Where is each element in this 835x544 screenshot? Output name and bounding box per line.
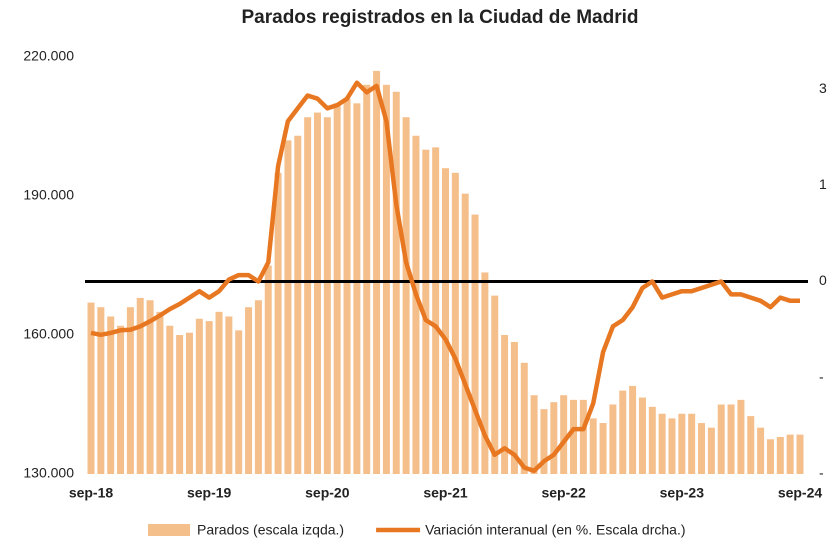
bar	[126, 307, 134, 474]
legend-swatch	[148, 524, 190, 536]
bar	[333, 103, 341, 474]
x-tick-label: sep-20	[305, 485, 350, 501]
bar	[87, 302, 95, 474]
bar	[215, 311, 223, 474]
bar	[678, 413, 686, 474]
bar	[570, 399, 578, 474]
bar	[176, 335, 184, 474]
bar	[589, 418, 597, 474]
bar	[629, 385, 637, 474]
bar	[97, 307, 105, 474]
bar	[264, 265, 272, 474]
bar	[727, 404, 735, 474]
bar	[520, 362, 528, 474]
y2-tick-label: 3	[819, 80, 827, 96]
bar	[313, 112, 321, 474]
bar	[786, 434, 794, 474]
bar	[373, 70, 381, 475]
chart-title: Parados registrados en la Ciudad de Madr…	[242, 7, 639, 28]
bar	[766, 439, 774, 474]
bar	[481, 272, 489, 474]
bar	[156, 311, 164, 474]
bar	[461, 193, 469, 474]
bar	[688, 413, 696, 474]
bar	[284, 140, 292, 474]
bar	[550, 402, 558, 474]
bar	[294, 135, 302, 474]
x-tick-label: sep-22	[541, 485, 586, 501]
bar	[491, 295, 499, 474]
bar	[707, 427, 715, 474]
bar	[619, 390, 627, 474]
bar	[442, 168, 449, 474]
bar	[235, 330, 243, 474]
bar	[422, 149, 430, 474]
bar	[412, 135, 420, 474]
bar	[136, 297, 144, 474]
bar	[254, 300, 262, 474]
bar	[353, 103, 361, 474]
x-tick-label: sep-19	[187, 485, 232, 501]
bar	[668, 418, 676, 474]
bar	[245, 307, 253, 474]
legend-label: Variación interanual (en %. Escala drcha…	[425, 522, 685, 538]
line	[90, 80, 800, 474]
bar	[510, 341, 518, 474]
bar	[402, 117, 410, 474]
x-tick-label: sep-21	[423, 485, 468, 501]
bar	[146, 300, 154, 474]
bar	[205, 321, 213, 474]
bar	[363, 84, 371, 475]
bar	[609, 404, 617, 474]
bar	[658, 413, 666, 474]
y-tick-label: 130.000	[23, 465, 74, 481]
bar	[451, 172, 459, 475]
bar	[638, 397, 646, 474]
bar	[747, 416, 755, 474]
bar	[382, 84, 390, 475]
bar	[796, 434, 804, 474]
bar	[117, 325, 125, 474]
bar	[698, 423, 706, 474]
bar	[560, 395, 568, 474]
y2-tick-label: 1	[819, 176, 827, 192]
bar	[107, 316, 115, 474]
bar	[776, 436, 784, 474]
bar	[225, 316, 233, 474]
y-tick-label: 190.000	[23, 187, 74, 203]
x-tick-label: sep-24	[778, 485, 823, 501]
bar	[185, 332, 193, 474]
bar	[530, 395, 538, 474]
bar	[323, 117, 331, 474]
bar	[599, 423, 607, 474]
bar	[166, 325, 174, 474]
bar	[717, 404, 725, 474]
bar	[274, 172, 282, 475]
y-tick-label: 220.000	[23, 48, 74, 64]
bar	[540, 409, 548, 474]
x-tick-label: sep-18	[69, 485, 114, 501]
bar	[579, 399, 587, 474]
y-tick-label: 160.000	[23, 326, 74, 342]
x-tick-label: sep-23	[660, 485, 705, 501]
bar	[648, 406, 656, 474]
bar	[471, 214, 479, 475]
bar	[757, 427, 765, 474]
y2-tick-label: -	[819, 368, 824, 384]
y2-tick-label: -	[819, 465, 824, 481]
bar	[737, 399, 745, 474]
bar	[343, 98, 351, 474]
bar	[432, 147, 440, 474]
bar	[195, 318, 203, 474]
legend-label: Parados (escala izqda.)	[197, 522, 344, 538]
bar	[501, 335, 509, 474]
bar	[304, 117, 312, 474]
y2-tick-label: 0	[819, 272, 827, 288]
